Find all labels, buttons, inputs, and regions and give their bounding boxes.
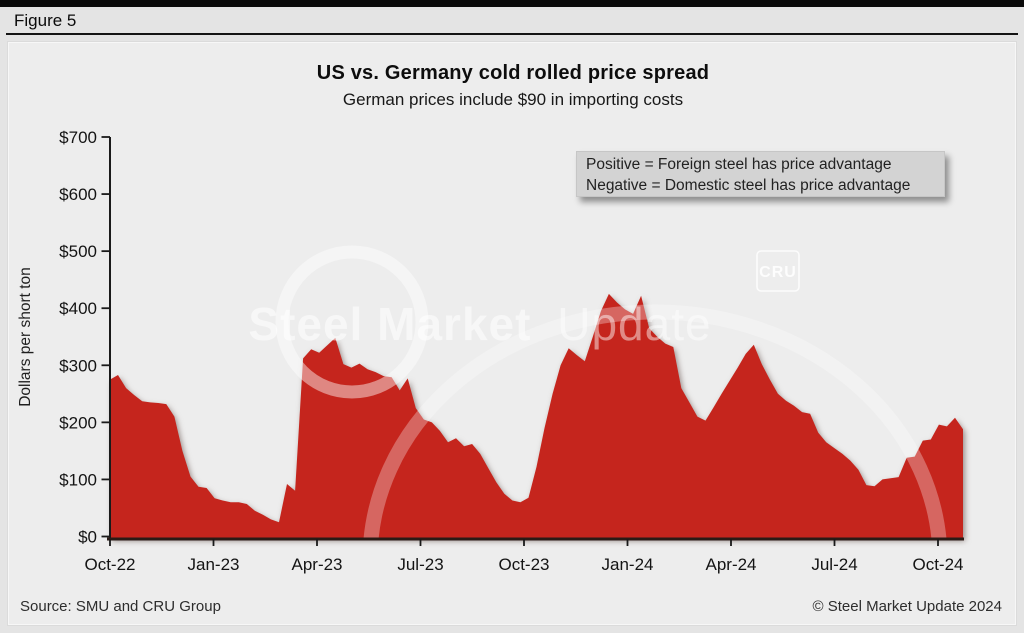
source-text: Source: SMU and CRU Group — [20, 598, 221, 615]
annotation-box: Positive = Foreign steel has price advan… — [576, 151, 945, 197]
chart-subtitle: German prices include $90 in importing c… — [342, 90, 684, 109]
figure-label: Figure 5 — [14, 11, 77, 30]
chart-title: US vs. Germany cold rolled price spread — [316, 62, 710, 84]
annotation-line-positive: Positive = Foreign steel has price advan… — [586, 156, 892, 173]
annotation-line-negative: Negative = Domestic steel has price adva… — [586, 177, 911, 194]
top-black-bar — [0, 0, 1024, 7]
chart-card — [8, 42, 1016, 625]
figure-rule — [6, 33, 1018, 35]
copyright-text: © Steel Market Update 2024 — [812, 598, 1003, 615]
